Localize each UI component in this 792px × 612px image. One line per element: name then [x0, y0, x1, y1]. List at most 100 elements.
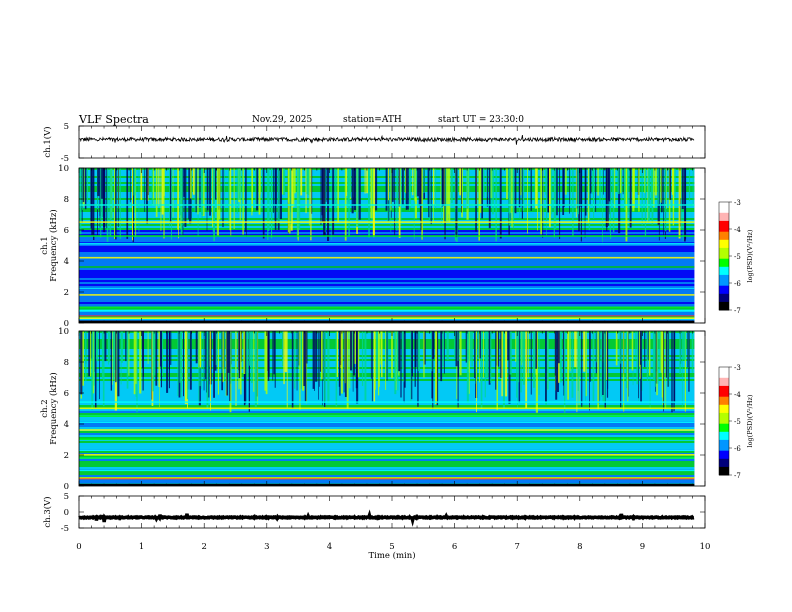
x-tick-label: 9 [640, 542, 645, 552]
sferic-streak [657, 168, 660, 204]
sferic-streak [599, 331, 601, 401]
sferic-streak [570, 168, 571, 205]
colorbar-segment [719, 299, 729, 303]
colorbar-segment [719, 472, 729, 476]
sferic-streak [641, 168, 643, 226]
colorbar-segment [719, 234, 729, 238]
colorbar-segment [719, 247, 729, 252]
sferic-streak [116, 331, 117, 382]
sferic-streak [520, 331, 522, 393]
sferic-streak [506, 168, 508, 200]
sferic-streak [109, 168, 112, 236]
sferic-streak [634, 331, 636, 361]
sferic-streak [267, 331, 270, 381]
ch1-spectrogram-panel [79, 168, 695, 323]
sferic-streak [432, 331, 434, 410]
y-tick-label: 0 [64, 482, 69, 492]
sferic-streak [201, 331, 202, 390]
y-tick-label: 2 [64, 288, 69, 298]
ch2-spectrogram-panel [79, 331, 695, 486]
sferic-streak [350, 331, 352, 371]
sferic-streak [511, 168, 513, 228]
sferic-streak [527, 168, 528, 234]
sferic-streak [477, 331, 480, 359]
colorbar-segment [719, 375, 729, 379]
spectrogram-row [79, 212, 695, 214]
sferic-streak [406, 168, 409, 210]
sferic-streak [598, 331, 600, 404]
sferic-streak [507, 331, 509, 361]
sferic-streak [117, 331, 120, 397]
colorbar-segment [719, 399, 729, 403]
sferic-streak [412, 168, 414, 196]
sferic-streak [627, 168, 629, 215]
spectrogram-row [79, 425, 695, 427]
spectrogram-row [79, 260, 695, 262]
sferic-streak [479, 331, 481, 359]
sferic-streak [476, 331, 477, 382]
sferic-streak [120, 331, 123, 363]
y-tick-label: 4 [64, 257, 69, 267]
y-tick-label: 5 [64, 122, 69, 132]
y-tick-label: 8 [64, 358, 69, 368]
sferic-streak [475, 331, 477, 384]
sferic-streak [303, 331, 306, 386]
sferic-streak [281, 168, 284, 195]
sferic-streak [198, 331, 200, 402]
sferic-streak [684, 331, 686, 361]
sferic-streak [654, 331, 656, 387]
colorbar-segment [719, 218, 729, 222]
sferic-streak [84, 168, 87, 210]
sferic-streak [304, 331, 307, 402]
sferic-streak [608, 168, 609, 226]
date-label: Nov.29, 2025 [252, 115, 313, 125]
sferic-streak [375, 168, 378, 211]
colorbar-segment [719, 237, 729, 241]
sferic-streak [402, 331, 404, 370]
sferic-streak [248, 331, 250, 412]
frequency-band [79, 256, 695, 259]
sferic-streak [589, 331, 590, 411]
spectrogram-row [79, 397, 695, 399]
sferic-streak [163, 168, 165, 239]
colorbar-segment [719, 383, 729, 387]
chart-title: VLF Spectra [79, 113, 149, 126]
sferic-streak [267, 168, 269, 240]
sferic-streak [688, 331, 690, 392]
y-tick-label: 2 [64, 451, 69, 461]
sferic-streak [93, 168, 95, 240]
spectrogram-row [79, 224, 695, 226]
sferic-streak [545, 168, 547, 195]
sferic-streak [380, 331, 383, 365]
spectrogram-row [79, 399, 695, 401]
frequency-band [79, 306, 695, 309]
sferic-streak [80, 331, 83, 395]
spectrogram-row [79, 475, 695, 477]
sferic-streak [691, 331, 694, 373]
colorbar-segment [719, 464, 729, 468]
sferic-streak [356, 168, 359, 227]
sferic-streak [535, 168, 538, 209]
sferic-streak [505, 331, 508, 397]
spectrogram-row [79, 262, 695, 264]
sferic-streak [621, 168, 623, 201]
sferic-streak [110, 331, 112, 391]
sferic-streak [327, 331, 330, 404]
sferic-streak [644, 331, 646, 368]
sferic-streak [615, 331, 618, 366]
sferic-streak [300, 168, 303, 196]
sferic-streak [160, 168, 162, 232]
x-tick-label: 0 [76, 542, 81, 552]
sferic-streak [483, 331, 484, 378]
sferic-streak [229, 331, 231, 402]
sferic-streak [161, 331, 164, 376]
sferic-streak [405, 168, 407, 210]
y-tick-label: 0 [64, 319, 69, 329]
sferic-streak [620, 331, 622, 408]
sferic-streak [233, 168, 235, 229]
sferic-streak [104, 331, 107, 362]
sferic-streak [177, 168, 179, 230]
sferic-streak [272, 331, 274, 381]
sferic-streak [161, 168, 164, 215]
sferic-streak [576, 331, 578, 413]
